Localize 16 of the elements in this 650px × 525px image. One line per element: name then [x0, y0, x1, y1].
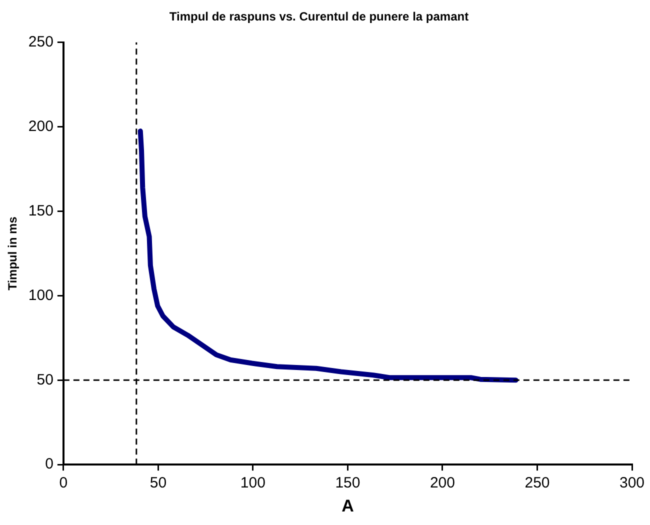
x-tick-label: 100: [240, 474, 266, 492]
chart-title: Timpul de raspuns vs. Curentul de punere la pamant: [169, 10, 469, 24]
y-tick-label: 200: [28, 118, 54, 135]
y-axis-title: Timpul in ms: [6, 216, 20, 290]
x-tick-label: 50: [150, 474, 167, 492]
y-tick-label: 250: [28, 34, 54, 51]
x-tick-label: 0: [59, 474, 68, 492]
x-axis-title: A: [342, 496, 354, 516]
x-tick-label: 300: [619, 474, 645, 492]
x-tick-label: 150: [335, 474, 360, 492]
y-tick-label: 50: [36, 371, 54, 388]
y-tick-label: 100: [28, 286, 54, 304]
y-tick-label: 150: [28, 202, 54, 220]
x-tick-label: 200: [430, 474, 455, 492]
y-tick-label: 0: [45, 456, 54, 473]
x-tick-label: 250: [524, 474, 550, 492]
